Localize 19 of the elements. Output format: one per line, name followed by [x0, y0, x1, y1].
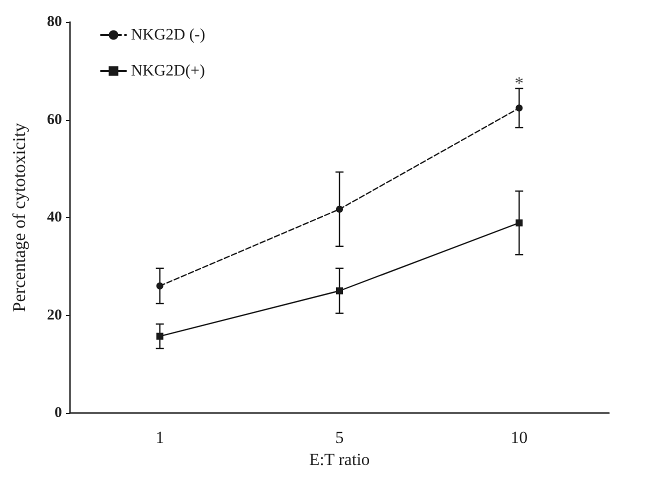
y-axis-title: Percentage of cytotoxicity: [9, 123, 29, 312]
point: [516, 104, 523, 112]
x-tick-label: 5: [335, 428, 344, 447]
point: [516, 219, 523, 226]
legend-label: NKG2D(+): [131, 62, 205, 80]
point: [156, 332, 164, 340]
x-tick-label: 1: [156, 428, 164, 447]
x-axis-title: E:T ratio: [309, 450, 370, 469]
point: [336, 206, 343, 213]
point: [336, 287, 343, 294]
y-tick-label: 20: [47, 307, 62, 324]
legend-label: NKG2D (-): [131, 26, 206, 44]
y-tick-label: 60: [47, 112, 62, 128]
annotation: *: [514, 73, 524, 94]
y-tick-label: 0: [54, 405, 62, 421]
x-tick-label: 10: [510, 428, 528, 447]
y-tick-label: 40: [47, 210, 62, 226]
point: [156, 282, 164, 290]
y-tick-label: 80: [47, 14, 62, 30]
